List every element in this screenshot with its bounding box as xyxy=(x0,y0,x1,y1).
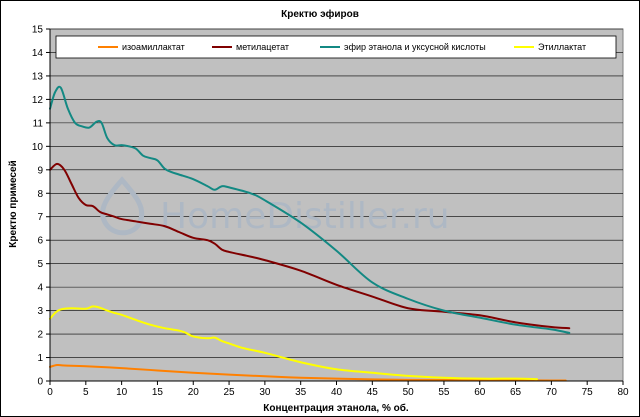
series-line-2 xyxy=(49,162,571,330)
legend-label-4: Этиллактат xyxy=(538,42,586,52)
x-tick-label: 30 xyxy=(259,387,271,398)
x-tick-label: 55 xyxy=(438,387,450,398)
x-tick-label: 50 xyxy=(403,387,415,398)
y-tick-label: 12 xyxy=(32,95,44,106)
y-tick-label: 14 xyxy=(32,48,44,59)
y-axis-title: Кректю примесей xyxy=(8,160,19,247)
x-tick-label: 65 xyxy=(510,387,522,398)
series-line-1 xyxy=(49,363,567,382)
y-tick-label: 13 xyxy=(32,71,44,82)
x-tick-label: 35 xyxy=(295,387,307,398)
legend-label-1: изоамиллактат xyxy=(122,42,185,52)
x-tick-label: 60 xyxy=(474,387,486,398)
series-lines xyxy=(49,85,571,382)
series-line-3 xyxy=(49,85,571,334)
chart-title: Кректю эфиров xyxy=(281,8,359,20)
y-tick-label: 7 xyxy=(37,212,43,223)
legend-label-3: эфир этанола и уксусной кислоты xyxy=(344,42,486,52)
x-tick-label: 0 xyxy=(47,387,53,398)
y-tick-label: 11 xyxy=(33,118,44,129)
x-tick-label: 80 xyxy=(617,387,629,398)
x-tick-label: 25 xyxy=(224,387,236,398)
y-tick-label: 5 xyxy=(37,259,43,270)
y-tick-label: 1 xyxy=(37,353,43,364)
x-tick-label: 45 xyxy=(367,387,379,398)
y-tick-label: 10 xyxy=(32,142,44,153)
x-axis-title: Концентрация этанола, % об. xyxy=(263,402,409,414)
x-tick-label: 5 xyxy=(83,387,89,398)
y-tick-label: 3 xyxy=(37,306,43,317)
watermark: HomeDistiller.ru xyxy=(100,176,450,237)
legend: изоамиллактат метилацетат эфир этанола и у… xyxy=(55,35,617,59)
x-tick-label: 20 xyxy=(188,387,200,398)
y-tick-label: 0 xyxy=(37,377,43,388)
y-tick-label: 6 xyxy=(37,236,43,247)
x-tick-label: 40 xyxy=(331,387,343,398)
y-tick-label: 2 xyxy=(37,330,43,341)
series-line-4 xyxy=(49,305,539,381)
watermark-text: HomeDistiller.ru xyxy=(160,196,450,237)
x-tick-label: 75 xyxy=(582,387,594,398)
x-tick-label: 70 xyxy=(546,387,558,398)
y-tick-label: 4 xyxy=(37,283,43,294)
x-tick-label: 10 xyxy=(116,387,128,398)
y-tick-label: 9 xyxy=(37,165,43,176)
x-tick-label: 15 xyxy=(152,387,164,398)
y-tick-label: 8 xyxy=(37,189,43,200)
droplet-icon xyxy=(100,176,145,236)
y-tick-label: 15 xyxy=(32,25,44,36)
legend-label-2: метилацетат xyxy=(236,42,289,52)
